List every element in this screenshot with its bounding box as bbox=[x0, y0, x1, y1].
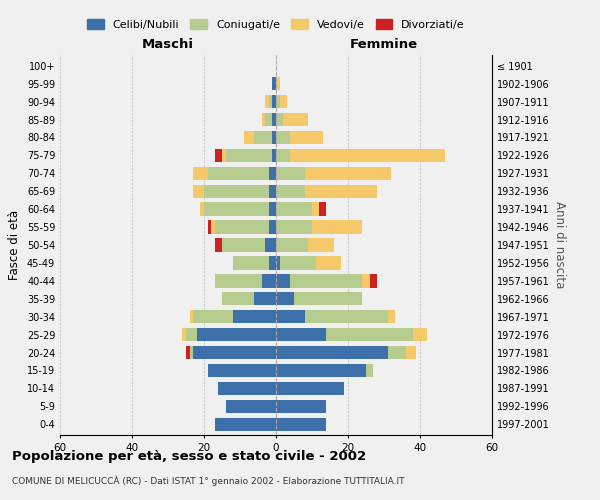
Bar bbox=[294, 292, 362, 306]
Bar bbox=[254, 130, 272, 144]
Bar bbox=[186, 328, 197, 342]
Bar bbox=[276, 130, 290, 144]
Bar bbox=[272, 77, 276, 90]
Bar bbox=[406, 346, 416, 360]
Bar bbox=[370, 274, 377, 287]
Bar bbox=[218, 382, 276, 395]
Y-axis label: Fasce di età: Fasce di età bbox=[8, 210, 21, 280]
Bar bbox=[244, 130, 254, 144]
Bar bbox=[276, 418, 326, 431]
Bar bbox=[265, 238, 276, 252]
Bar bbox=[193, 310, 233, 324]
Y-axis label: Anni di nascita: Anni di nascita bbox=[553, 202, 566, 288]
Bar bbox=[215, 418, 276, 431]
Bar bbox=[316, 256, 341, 270]
Bar bbox=[276, 238, 308, 252]
Text: COMUNE DI MELICUCCÀ (RC) - Dati ISTAT 1° gennaio 2002 - Elaborazione TUTTITALIA.: COMUNE DI MELICUCCÀ (RC) - Dati ISTAT 1°… bbox=[12, 475, 404, 486]
Bar bbox=[290, 274, 362, 287]
Bar bbox=[269, 220, 276, 234]
Bar bbox=[233, 310, 276, 324]
Text: Popolazione per età, sesso e stato civile - 2002: Popolazione per età, sesso e stato civil… bbox=[12, 450, 366, 463]
Bar bbox=[312, 202, 319, 216]
Bar bbox=[265, 113, 272, 126]
Bar bbox=[193, 166, 208, 180]
Bar bbox=[413, 328, 427, 342]
Bar bbox=[269, 256, 276, 270]
Bar bbox=[272, 148, 276, 162]
Bar bbox=[276, 166, 305, 180]
Bar bbox=[215, 220, 269, 234]
Bar bbox=[276, 400, 326, 413]
Bar bbox=[200, 202, 204, 216]
Bar bbox=[269, 184, 276, 198]
Bar bbox=[290, 130, 323, 144]
Bar bbox=[312, 220, 362, 234]
Bar bbox=[222, 238, 265, 252]
Bar bbox=[366, 364, 373, 377]
Bar bbox=[211, 220, 215, 234]
Bar bbox=[197, 328, 276, 342]
Bar bbox=[280, 95, 287, 108]
Bar bbox=[276, 292, 294, 306]
Bar bbox=[276, 364, 366, 377]
Bar bbox=[276, 77, 280, 90]
Bar bbox=[233, 256, 269, 270]
Text: Femmine: Femmine bbox=[350, 38, 418, 52]
Bar bbox=[204, 202, 269, 216]
Bar bbox=[190, 346, 193, 360]
Bar bbox=[276, 274, 290, 287]
Bar bbox=[215, 148, 222, 162]
Bar bbox=[182, 328, 186, 342]
Bar bbox=[272, 95, 276, 108]
Bar bbox=[262, 274, 276, 287]
Bar bbox=[305, 184, 377, 198]
Bar bbox=[215, 274, 262, 287]
Bar bbox=[276, 256, 280, 270]
Bar bbox=[305, 166, 391, 180]
Bar bbox=[272, 113, 276, 126]
Bar bbox=[276, 113, 283, 126]
Bar bbox=[222, 148, 226, 162]
Bar bbox=[276, 220, 312, 234]
Bar bbox=[269, 95, 272, 108]
Bar bbox=[204, 184, 269, 198]
Bar bbox=[276, 328, 326, 342]
Bar bbox=[193, 346, 276, 360]
Bar bbox=[362, 274, 370, 287]
Legend: Celibi/Nubili, Coniugati/e, Vedovi/e, Divorziati/e: Celibi/Nubili, Coniugati/e, Vedovi/e, Di… bbox=[83, 14, 469, 34]
Bar bbox=[226, 148, 272, 162]
Bar bbox=[190, 310, 193, 324]
Bar bbox=[276, 148, 290, 162]
Bar bbox=[208, 364, 276, 377]
Bar bbox=[215, 238, 222, 252]
Bar bbox=[326, 328, 413, 342]
Bar bbox=[305, 310, 388, 324]
Bar bbox=[265, 95, 269, 108]
Bar bbox=[193, 184, 204, 198]
Bar bbox=[290, 148, 445, 162]
Bar bbox=[283, 113, 308, 126]
Bar bbox=[186, 346, 190, 360]
Bar bbox=[308, 238, 334, 252]
Bar bbox=[269, 202, 276, 216]
Bar bbox=[222, 292, 254, 306]
Bar bbox=[262, 113, 265, 126]
Bar bbox=[269, 166, 276, 180]
Bar bbox=[280, 256, 316, 270]
Bar bbox=[276, 202, 312, 216]
Bar bbox=[276, 310, 305, 324]
Text: Maschi: Maschi bbox=[142, 38, 194, 52]
Bar bbox=[254, 292, 276, 306]
Bar bbox=[208, 220, 211, 234]
Bar bbox=[276, 346, 388, 360]
Bar bbox=[388, 310, 395, 324]
Bar bbox=[388, 346, 406, 360]
Bar bbox=[272, 130, 276, 144]
Bar bbox=[226, 400, 276, 413]
Bar bbox=[319, 202, 326, 216]
Bar bbox=[208, 166, 269, 180]
Bar bbox=[276, 382, 344, 395]
Bar bbox=[276, 95, 280, 108]
Bar bbox=[276, 184, 305, 198]
